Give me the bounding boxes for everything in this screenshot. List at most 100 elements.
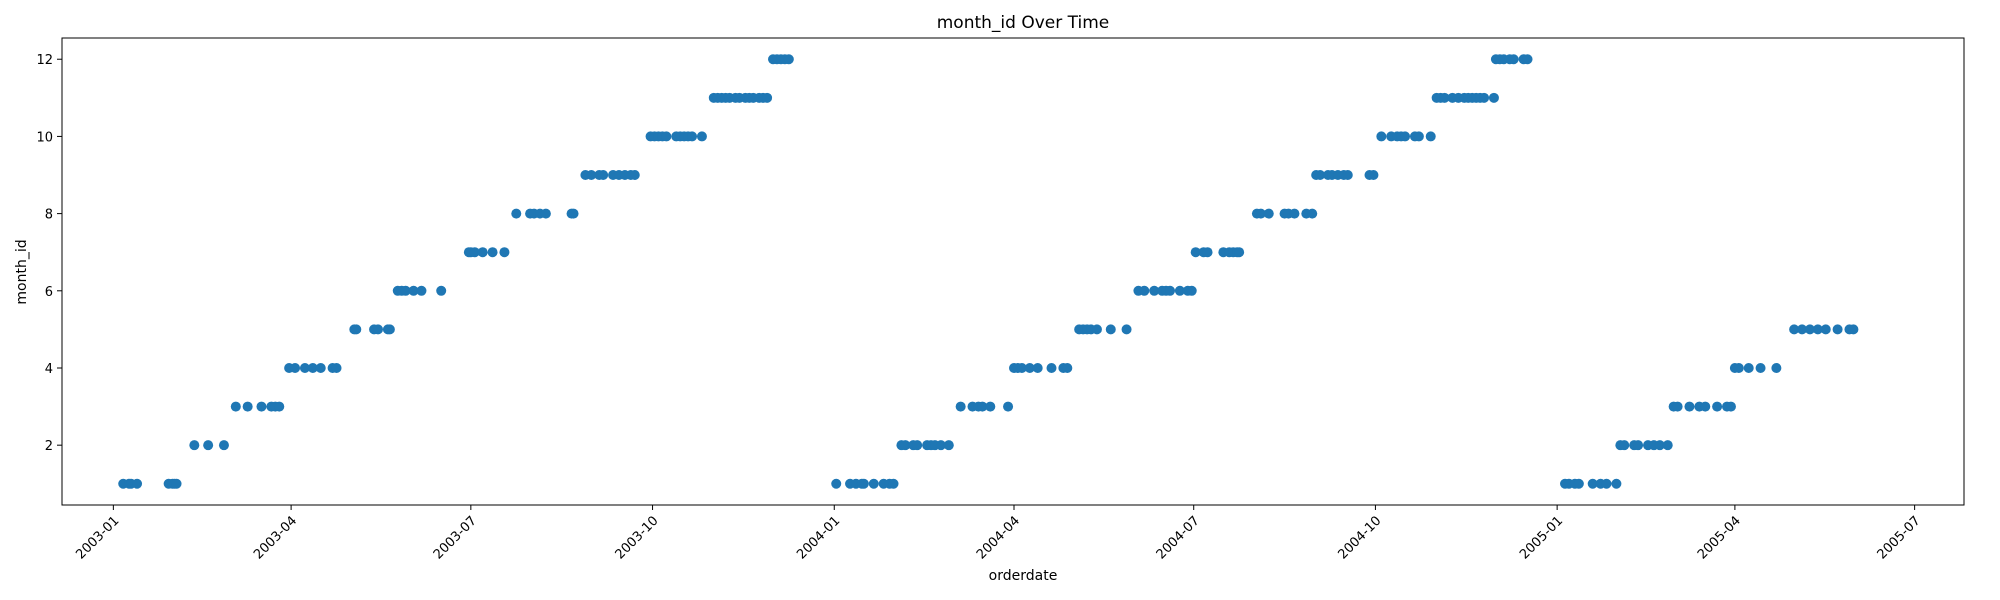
data-point: [1105, 324, 1116, 335]
data-point: [1611, 478, 1622, 489]
data-point: [511, 208, 522, 219]
data-point: [400, 285, 411, 296]
data-point: [1601, 478, 1612, 489]
data-point: [1684, 401, 1695, 412]
data-point: [1413, 131, 1424, 142]
data-point: [977, 401, 988, 412]
data-point: [858, 478, 869, 489]
data-point: [384, 324, 395, 335]
data-point: [1091, 324, 1102, 335]
data-point: [912, 440, 923, 451]
data-point: [1289, 208, 1300, 219]
data-point: [868, 478, 879, 489]
data-point: [1771, 362, 1782, 373]
y-tick-label: 2: [45, 439, 53, 454]
data-point: [1820, 324, 1831, 335]
data-point: [1587, 478, 1598, 489]
data-point: [1315, 170, 1326, 181]
data-point: [373, 324, 384, 335]
data-point: [1832, 324, 1843, 335]
data-point: [1174, 285, 1185, 296]
data-point: [888, 478, 899, 489]
y-tick-label: 8: [45, 208, 53, 223]
data-point: [351, 324, 362, 335]
data-point: [1400, 131, 1411, 142]
data-point: [1121, 324, 1132, 335]
data-point: [586, 170, 597, 181]
data-point: [783, 54, 794, 65]
y-tick-label: 12: [36, 53, 53, 68]
data-point: [985, 401, 996, 412]
data-point: [436, 285, 447, 296]
data-point: [568, 208, 579, 219]
data-point: [1848, 324, 1859, 335]
data-point: [1307, 208, 1318, 219]
data-point: [1376, 131, 1387, 142]
x-axis-label: orderdate: [989, 568, 1058, 584]
data-point: [935, 440, 946, 451]
y-tick-label: 6: [45, 285, 53, 300]
data-point: [1368, 170, 1379, 181]
data-point: [203, 440, 214, 451]
data-point: [1812, 324, 1823, 335]
data-point: [1003, 401, 1014, 412]
data-point: [1789, 324, 1800, 335]
data-point: [1700, 401, 1711, 412]
data-point: [230, 401, 241, 412]
data-point: [1016, 362, 1027, 373]
data-point: [1725, 401, 1736, 412]
data-point: [1024, 362, 1035, 373]
data-point: [1046, 362, 1057, 373]
data-point: [477, 247, 488, 258]
data-point: [315, 362, 326, 373]
data-point: [1654, 440, 1665, 451]
data-point: [540, 208, 551, 219]
data-point: [598, 170, 609, 181]
data-point: [307, 362, 318, 373]
data-point: [171, 478, 182, 489]
data-point: [1202, 247, 1213, 258]
data-point: [1439, 92, 1450, 103]
data-point: [1797, 324, 1808, 335]
data-point: [1619, 440, 1630, 451]
data-point: [242, 401, 253, 412]
data-point: [629, 170, 640, 181]
data-point: [1342, 170, 1353, 181]
data-point: [1522, 54, 1533, 65]
data-point: [1479, 92, 1490, 103]
data-point: [1733, 362, 1744, 373]
data-point: [189, 440, 200, 451]
data-point: [408, 285, 419, 296]
data-point: [687, 131, 698, 142]
y-axis-label: month_id: [14, 239, 30, 304]
y-tick-label: 4: [45, 362, 53, 377]
data-point: [1263, 208, 1274, 219]
data-point: [256, 401, 267, 412]
data-point: [1165, 285, 1176, 296]
data-point: [469, 247, 480, 258]
data-point: [299, 362, 310, 373]
data-point: [1573, 478, 1584, 489]
data-point: [416, 285, 427, 296]
data-point: [499, 247, 510, 258]
data-point: [1662, 440, 1673, 451]
data-point: [1032, 362, 1043, 373]
data-point: [1672, 401, 1683, 412]
data-points: [118, 54, 1859, 489]
data-point: [1190, 247, 1201, 258]
data-point: [1804, 324, 1815, 335]
data-point: [487, 247, 498, 258]
data-point: [290, 362, 301, 373]
data-point: [1755, 362, 1766, 373]
y-axis-ticks: 2 4 6 8 10 12: [36, 53, 62, 454]
data-point: [831, 478, 842, 489]
data-point: [661, 131, 672, 142]
data-point: [218, 440, 229, 451]
data-point: [1186, 285, 1197, 296]
data-point: [1255, 208, 1266, 219]
data-point: [1149, 285, 1160, 296]
data-point: [955, 401, 966, 412]
data-point: [1508, 54, 1519, 65]
